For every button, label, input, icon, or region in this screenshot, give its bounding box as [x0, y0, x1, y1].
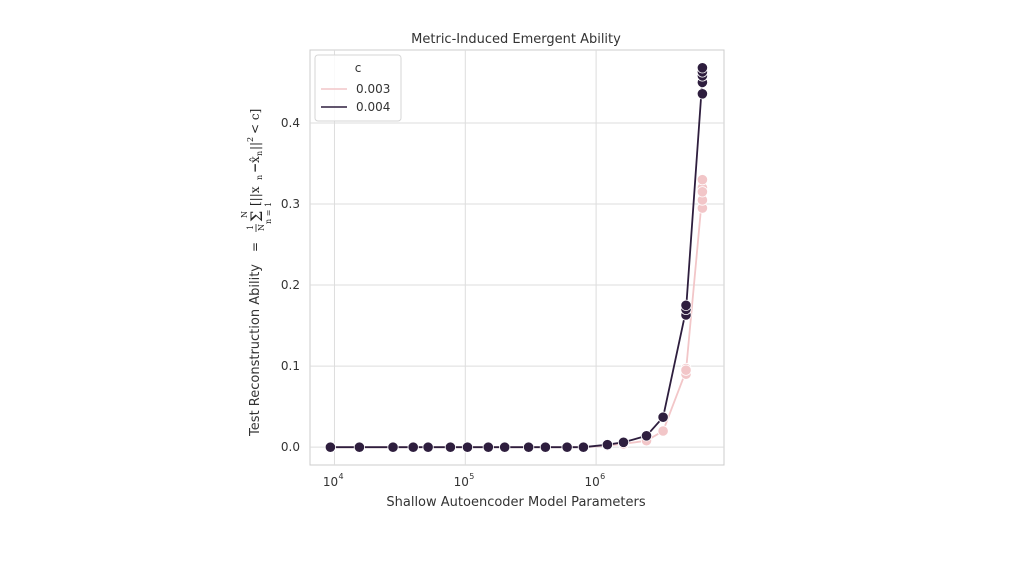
data-point	[407, 441, 419, 453]
x-tick-base: 10	[584, 475, 599, 489]
x-axis-label: Shallow Autoencoder Model Parameters	[386, 495, 645, 510]
chart-title: Metric-Induced Emergent Ability	[411, 32, 621, 47]
data-point	[444, 441, 456, 453]
data-point	[353, 441, 365, 453]
y-axis-formula-sum-bottom: n = 1	[264, 202, 273, 224]
data-point	[640, 430, 653, 442]
data-point	[680, 299, 692, 311]
data-point	[387, 441, 399, 453]
x-tick-exponent: 4	[338, 472, 343, 481]
series-0004	[324, 62, 709, 453]
legend: c 0.003 0.004	[314, 54, 402, 122]
data-point	[577, 441, 590, 453]
legend-label-0004: 0.004	[356, 100, 390, 114]
y-axis-formula-xhat: x̂	[248, 156, 262, 163]
y-tick-label: 0.2	[281, 278, 300, 292]
data-point	[539, 441, 552, 453]
y-axis-formula-sq: 2	[246, 137, 255, 142]
data-point	[422, 441, 434, 453]
x-tick-label: 10 4	[323, 472, 344, 489]
data-point	[696, 62, 709, 74]
data-point	[657, 425, 669, 437]
y-axis-formula-sub-n: n	[255, 175, 264, 180]
data-point	[657, 411, 669, 423]
series-layer	[324, 62, 709, 453]
y-tick-label: 0.4	[281, 116, 300, 130]
y-axis-label-text: Test Reconstruction Ability	[248, 264, 263, 437]
data-point	[680, 364, 692, 376]
x-axis-ticks: 10 4 10 5 10 6	[323, 472, 605, 489]
y-axis-formula-sum-top: N	[240, 211, 249, 218]
data-point	[696, 174, 709, 186]
data-point	[696, 186, 709, 198]
data-point	[696, 88, 709, 100]
data-point	[601, 439, 614, 451]
y-axis-formula-body: [||x	[248, 186, 262, 206]
y-axis-formula-minus: −	[248, 163, 262, 173]
data-point	[324, 441, 336, 453]
y-tick-label: 0.3	[281, 197, 300, 211]
x-tick-base: 10	[323, 475, 338, 489]
data-point	[561, 441, 573, 453]
y-axis-ticks: 0.0 0.1 0.2 0.3 0.4	[281, 116, 300, 454]
data-point	[461, 441, 474, 453]
y-tick-label: 0.0	[281, 440, 300, 454]
y-axis-formula-sub-n2: n	[255, 151, 264, 156]
x-tick-base: 10	[454, 475, 469, 489]
y-axis-formula-sum: Σ	[247, 211, 266, 222]
x-tick-label: 10 6	[584, 472, 605, 489]
data-point	[617, 436, 630, 448]
data-point	[522, 441, 535, 453]
y-axis-formula-equals: =	[248, 242, 262, 252]
y-axis-label: Test Reconstruction Ability = 1 N N Σ n …	[240, 109, 273, 437]
y-axis-formula-tail: < c]	[248, 109, 262, 134]
legend-box	[314, 54, 402, 122]
x-tick-exponent: 6	[600, 472, 605, 481]
y-axis-formula-frac-den: N	[257, 224, 266, 231]
legend-title: c	[355, 61, 362, 75]
data-point	[482, 441, 494, 453]
y-axis-formula-norm-close: ||	[248, 142, 262, 150]
data-point	[499, 441, 511, 453]
x-tick-label: 10 5	[454, 472, 475, 489]
y-tick-label: 0.1	[281, 359, 300, 373]
legend-label-0003: 0.003	[356, 82, 390, 96]
x-tick-exponent: 5	[469, 472, 474, 481]
y-axis-formula-frac-num: 1	[246, 225, 255, 230]
